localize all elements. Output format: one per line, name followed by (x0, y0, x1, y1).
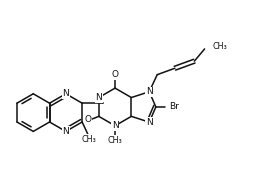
Text: N: N (62, 127, 69, 136)
Text: O: O (111, 70, 118, 79)
Text: N: N (146, 87, 153, 96)
Text: N: N (112, 121, 118, 130)
Text: CH₃: CH₃ (108, 136, 122, 145)
Text: N: N (62, 89, 69, 98)
Text: Br: Br (169, 102, 179, 112)
Text: N: N (146, 118, 153, 127)
Text: CH₃: CH₃ (213, 42, 227, 51)
Text: O: O (85, 115, 92, 124)
Text: N: N (95, 93, 102, 102)
Text: CH₃: CH₃ (81, 135, 96, 144)
